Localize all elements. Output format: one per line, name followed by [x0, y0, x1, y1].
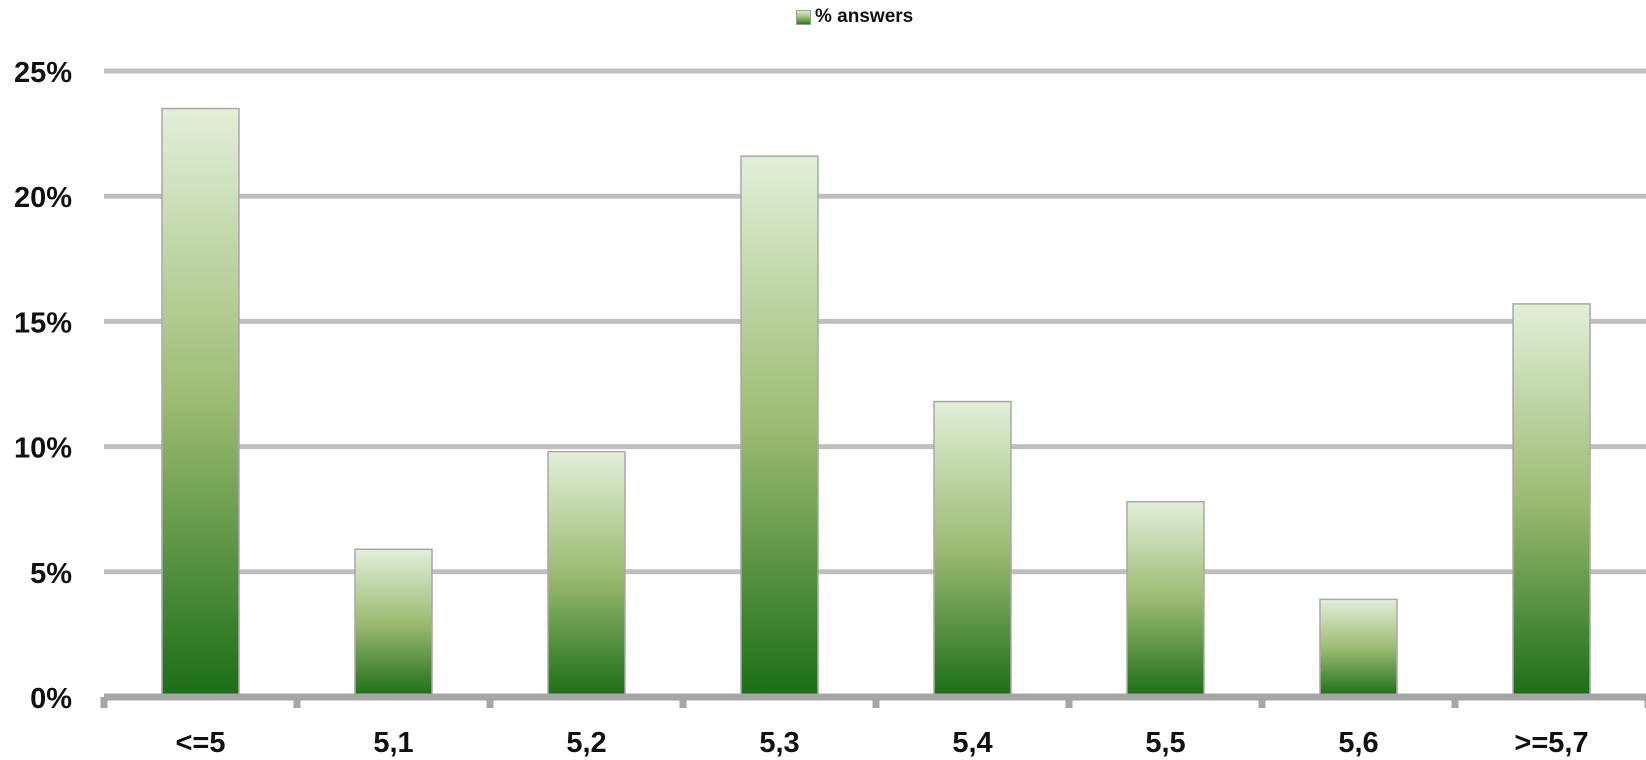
x-tick-label: 5,3	[759, 727, 799, 759]
bar	[1512, 303, 1591, 698]
x-axis	[100, 693, 1646, 708]
x-tick-label: 5,6	[1338, 727, 1378, 759]
bar	[354, 548, 433, 698]
x-tick-label: 5,1	[373, 727, 413, 759]
x-tick-label: 5,5	[1145, 727, 1185, 759]
y-tick-label: 10%	[14, 433, 72, 465]
gridlines	[104, 68, 1646, 575]
x-tick-label: >=5,7	[1514, 727, 1588, 759]
x-tick-label: <=5	[176, 727, 226, 759]
bar	[933, 400, 1012, 698]
legend-swatch	[796, 9, 811, 25]
bar	[1319, 598, 1398, 698]
x-tick-label: 5,2	[566, 727, 606, 759]
bar	[547, 450, 626, 698]
bar	[1126, 500, 1205, 698]
x-axis-tick-labels: <=5 5,1 5,2 5,3 5,4 5,5 5,6 >=5,7	[176, 727, 1589, 759]
bar	[161, 107, 240, 698]
y-tick-label: 0%	[30, 683, 72, 715]
bar	[740, 155, 819, 698]
y-tick-label: 15%	[14, 307, 72, 339]
bars	[161, 107, 1591, 698]
y-tick-label: 5%	[30, 558, 72, 590]
legend-label: % answers	[815, 6, 914, 27]
y-tick-label: 20%	[14, 182, 72, 214]
x-tick-label: 5,4	[952, 727, 992, 759]
legend: % answers	[796, 6, 913, 28]
y-axis-tick-labels: 0% 5% 10% 15% 20% 25%	[14, 57, 72, 715]
y-tick-label: 25%	[14, 57, 72, 89]
